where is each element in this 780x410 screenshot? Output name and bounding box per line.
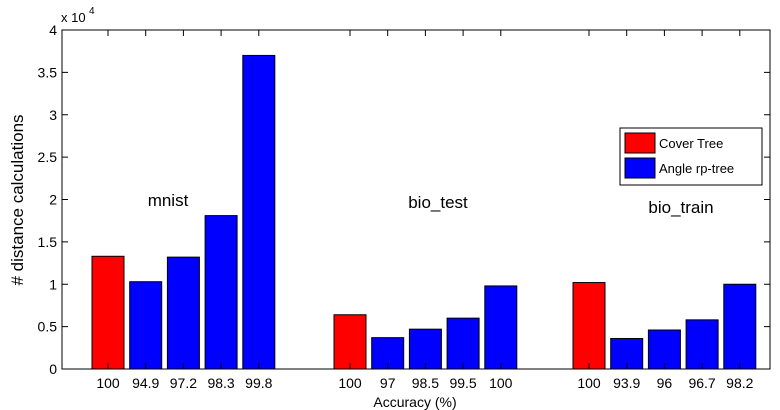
bar: [408, 328, 442, 370]
bar: [204, 215, 238, 370]
x-tick-label: 99.5: [449, 375, 476, 391]
group-label: bio_train: [648, 198, 713, 217]
x-tick-label: 100: [489, 375, 513, 391]
x-tick-label: 96: [657, 375, 673, 391]
bar: [723, 283, 757, 370]
bar: [484, 285, 518, 370]
x-tick-label: 100: [96, 375, 120, 391]
labels-layer: 00.511.522.533.54x 10 4# distance calcula…: [8, 6, 754, 410]
legend-swatch: [624, 132, 656, 154]
y-multiplier-exponent: 4: [89, 6, 95, 17]
x-tick-label: 100: [338, 375, 362, 391]
y-tick-label: 3.5: [38, 64, 58, 80]
y-tick-label: 0: [49, 361, 57, 377]
y-multiplier-label: x 10: [61, 10, 86, 25]
legend-label: Cover Tree: [659, 136, 723, 151]
bar: [333, 314, 367, 370]
y-tick-label: 0.5: [38, 319, 58, 335]
x-tick-label: 97: [380, 375, 396, 391]
y-tick-label: 4: [49, 22, 57, 38]
x-tick-label: 96.7: [688, 375, 715, 391]
group-label: mnist: [148, 191, 189, 210]
x-tick-label: 98.2: [726, 375, 753, 391]
x-tick-label: 98.3: [207, 375, 234, 391]
x-tick-label: 99.8: [245, 375, 272, 391]
legend-label: Angle rp-tree: [659, 161, 734, 176]
x-axis-label: Accuracy (%): [373, 394, 456, 410]
bar: [685, 319, 719, 370]
x-tick-label: 98.5: [412, 375, 439, 391]
x-tick-label: 100: [577, 375, 601, 391]
x-tick-label: 93.9: [613, 375, 640, 391]
y-tick-label: 1.5: [38, 234, 58, 250]
legend-swatch: [624, 157, 656, 179]
bar: [446, 317, 480, 370]
legend: Cover Tree Angle rp-tree: [619, 127, 763, 186]
bar: [91, 255, 125, 370]
bar: [572, 282, 606, 370]
y-tick-label: 2: [49, 192, 57, 208]
x-tick-label: 94.9: [132, 375, 159, 391]
y-tick-label: 2.5: [38, 149, 58, 165]
y-axis-label: # distance calculations: [8, 114, 27, 285]
y-tick-label: 3: [49, 107, 57, 123]
bar: [242, 54, 276, 370]
y-tick-label: 1: [49, 276, 57, 292]
bar: [129, 281, 163, 370]
group-label: bio_test: [408, 193, 468, 212]
bar: [166, 256, 200, 370]
x-tick-label: 97.2: [170, 375, 197, 391]
ticks-layer: [62, 29, 770, 370]
